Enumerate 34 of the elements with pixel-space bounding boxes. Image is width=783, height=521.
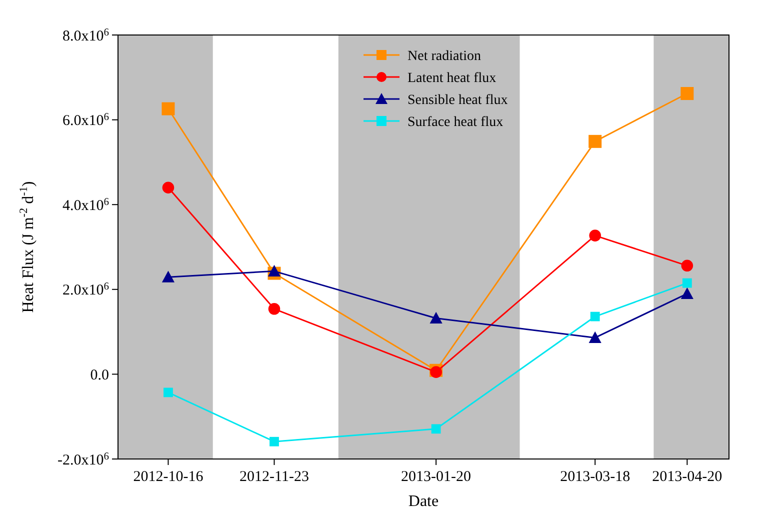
- point: [268, 303, 280, 315]
- x-axis-title: Date: [408, 493, 439, 510]
- legend-label: Sensible heat flux: [408, 92, 508, 108]
- x-tick-label: 2013-03-18: [560, 469, 630, 485]
- point: [680, 287, 694, 299]
- x-tick-label: 2013-04-20: [652, 469, 722, 485]
- y-tick-label: 2.0x10$^{6}$: [62, 281, 109, 299]
- point: [588, 331, 602, 344]
- y-tick-label: -2.0x10$^{6}$: [58, 450, 109, 468]
- point: [680, 87, 694, 100]
- point: [430, 312, 442, 324]
- point: [162, 102, 175, 116]
- point: [162, 182, 174, 194]
- y-tick-label: 8.0x10$^{6}$: [62, 26, 109, 44]
- point: [268, 264, 281, 276]
- point: [431, 424, 441, 434]
- y-tick-label: 6.0x10$^{6}$: [62, 112, 109, 130]
- x-tick-label: 2012-10-16: [133, 469, 204, 485]
- point: [164, 388, 173, 398]
- point: [681, 260, 694, 272]
- point: [682, 278, 692, 288]
- legend-label: Surface heat flux: [408, 114, 504, 130]
- y-tick-label: 0.0: [90, 367, 109, 384]
- x-tick-label: 2012-11-23: [240, 469, 309, 485]
- point: [590, 312, 600, 322]
- y-tick-label: 4.0x10$^{6}$: [62, 196, 109, 214]
- legend-label: Latent heat flux: [408, 70, 496, 86]
- point: [589, 230, 601, 242]
- x-tick-label: 2013-01-20: [401, 469, 472, 485]
- point: [162, 270, 175, 282]
- point: [270, 436, 279, 446]
- legend-label: Net radiation: [408, 48, 481, 64]
- point: [588, 134, 602, 148]
- point: [430, 366, 442, 378]
